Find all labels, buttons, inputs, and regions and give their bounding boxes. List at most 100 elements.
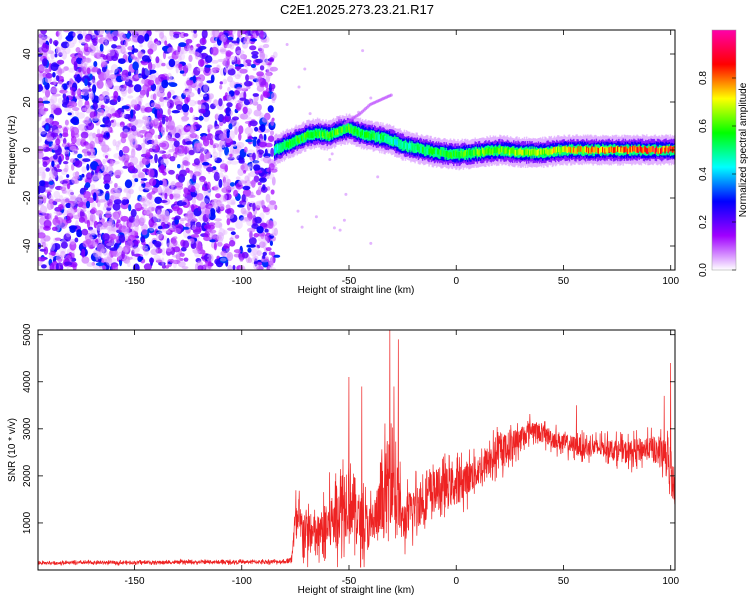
- heatmap-cell: [38, 224, 44, 230]
- heatmap-cell: [132, 143, 139, 149]
- heatmap-ridge-cell: [389, 136, 392, 143]
- heatmap-cell: [259, 124, 266, 133]
- heatmap-cell: [175, 253, 181, 260]
- heatmap-cell: [168, 58, 176, 68]
- heatmap-cell: [48, 212, 53, 221]
- heatmap-cell: [239, 258, 244, 262]
- heatmap-cell: [233, 249, 242, 254]
- heatmap-cell: [251, 223, 259, 230]
- heatmap-cell: [103, 95, 110, 104]
- heatmap-cell: [206, 189, 211, 198]
- heatmap-cell: [114, 242, 118, 248]
- heatmap-cell: [238, 125, 244, 134]
- heatmap-cell: [243, 146, 248, 153]
- heatmap-cell: [38, 53, 43, 57]
- heatmap-ridge-cell: [373, 133, 376, 140]
- heatmap-cell: [218, 149, 222, 158]
- heatmap-cell: [249, 180, 257, 185]
- heatmap-cell: [140, 180, 145, 184]
- heatmap-cell: [131, 246, 140, 253]
- heatmap-cell: [80, 208, 87, 212]
- heatmap-cell: [139, 129, 148, 134]
- colorbar-tick-label: 0.2: [698, 215, 709, 229]
- heatmap-ridge-cell: [282, 142, 284, 149]
- heatmap-ridge-cell: [542, 149, 544, 155]
- heatmap-cell: [183, 193, 188, 198]
- y-tick-label: 5000: [22, 323, 33, 346]
- heatmap-ridge-cell: [443, 150, 445, 157]
- heatmap-ridge-cell: [445, 151, 447, 157]
- heatmap-cell: [157, 215, 163, 224]
- heatmap-ridge-cell: [624, 146, 627, 153]
- heatmap-cell: [91, 116, 100, 122]
- heatmap-cell: [205, 55, 213, 63]
- heatmap-cell: [58, 211, 63, 216]
- heatmap-cell: [215, 206, 221, 213]
- heatmap-cell: [157, 186, 163, 196]
- heatmap-cell: [256, 226, 264, 234]
- snr-x-ticks: -150 -100 -50 0 50 100: [125, 330, 679, 587]
- heatmap-cell: [227, 36, 234, 41]
- heatmap-ridge-cell: [397, 141, 399, 148]
- heatmap-cell: [138, 217, 145, 227]
- heatmap-cell: [226, 251, 234, 262]
- heatmap-cell: [138, 172, 146, 179]
- heatmap-cell: [178, 42, 187, 48]
- heatmap-cell: [38, 160, 41, 164]
- heatmap-cell: [140, 80, 146, 85]
- heatmap-cell: [131, 168, 138, 174]
- heatmap-ridge-cell: [429, 147, 431, 153]
- heatmap-cell: [208, 205, 217, 209]
- heatmap-ridge-cell: [551, 148, 554, 155]
- heatmap-cell: [126, 190, 132, 200]
- heatmap-ridge-cell: [516, 149, 518, 156]
- heatmap-cell: [244, 216, 250, 221]
- heatmap-ridge-cell: [568, 146, 571, 153]
- heatmap-cell: [53, 190, 61, 199]
- heatmap-cell: [95, 252, 99, 262]
- heatmap-ridge-cell: [410, 143, 412, 150]
- heatmap-ridge-cell: [318, 131, 321, 138]
- heatmap-ridge-cell: [353, 128, 355, 135]
- heatmap-cell: [182, 240, 190, 249]
- heatmap-ridge-cell: [285, 141, 288, 148]
- heatmap-ridge-cell: [462, 151, 465, 158]
- heatmap-ridge-cell: [441, 149, 443, 156]
- heatmap-cell: [142, 168, 149, 173]
- heatmap-cell: [228, 240, 236, 247]
- x-tick-label: 50: [558, 576, 570, 587]
- heatmap-cell: [84, 104, 92, 114]
- heatmap-cell: [63, 127, 68, 137]
- colorbar-tick-label: 0.8: [698, 71, 709, 85]
- heatmap-cell: [117, 140, 122, 145]
- heatmap-ridge-cell: [672, 146, 675, 152]
- heatmap-ridge-cell: [519, 148, 521, 155]
- heatmap-cell: [342, 218, 346, 222]
- heatmap-cell: [269, 130, 275, 136]
- heatmap-cell: [123, 113, 132, 120]
- heatmap-cell: [243, 91, 247, 99]
- heatmap-cell: [51, 160, 55, 168]
- y-tick-label: 2000: [22, 464, 33, 487]
- heatmap-cell: [196, 67, 205, 72]
- heatmap-ridge-cell: [565, 146, 568, 153]
- heatmap-cell: [86, 163, 90, 171]
- heatmap-ridge-cell: [663, 145, 665, 152]
- heatmap-cell: [126, 32, 131, 40]
- heatmap-cell: [114, 51, 119, 59]
- heatmap-ridge-cell: [403, 142, 406, 148]
- heatmap-ridge-cell: [284, 143, 287, 150]
- heatmap-cell: [122, 146, 130, 154]
- heatmap-ridge-cell: [613, 147, 616, 153]
- heatmap-cell: [248, 98, 253, 103]
- heatmap-ridge-cell: [375, 134, 378, 141]
- heatmap-cell: [184, 96, 189, 105]
- heatmap-cell: [224, 67, 229, 73]
- heatmap-ridge-cell: [646, 148, 648, 154]
- heatmap-cell: [97, 108, 105, 116]
- heatmap-cell: [183, 257, 189, 262]
- heatmap-ridge-cell: [507, 146, 510, 153]
- heatmap-cell: [78, 174, 82, 181]
- heatmap-cell: [223, 179, 229, 185]
- heatmap-ridge-cell: [673, 147, 675, 154]
